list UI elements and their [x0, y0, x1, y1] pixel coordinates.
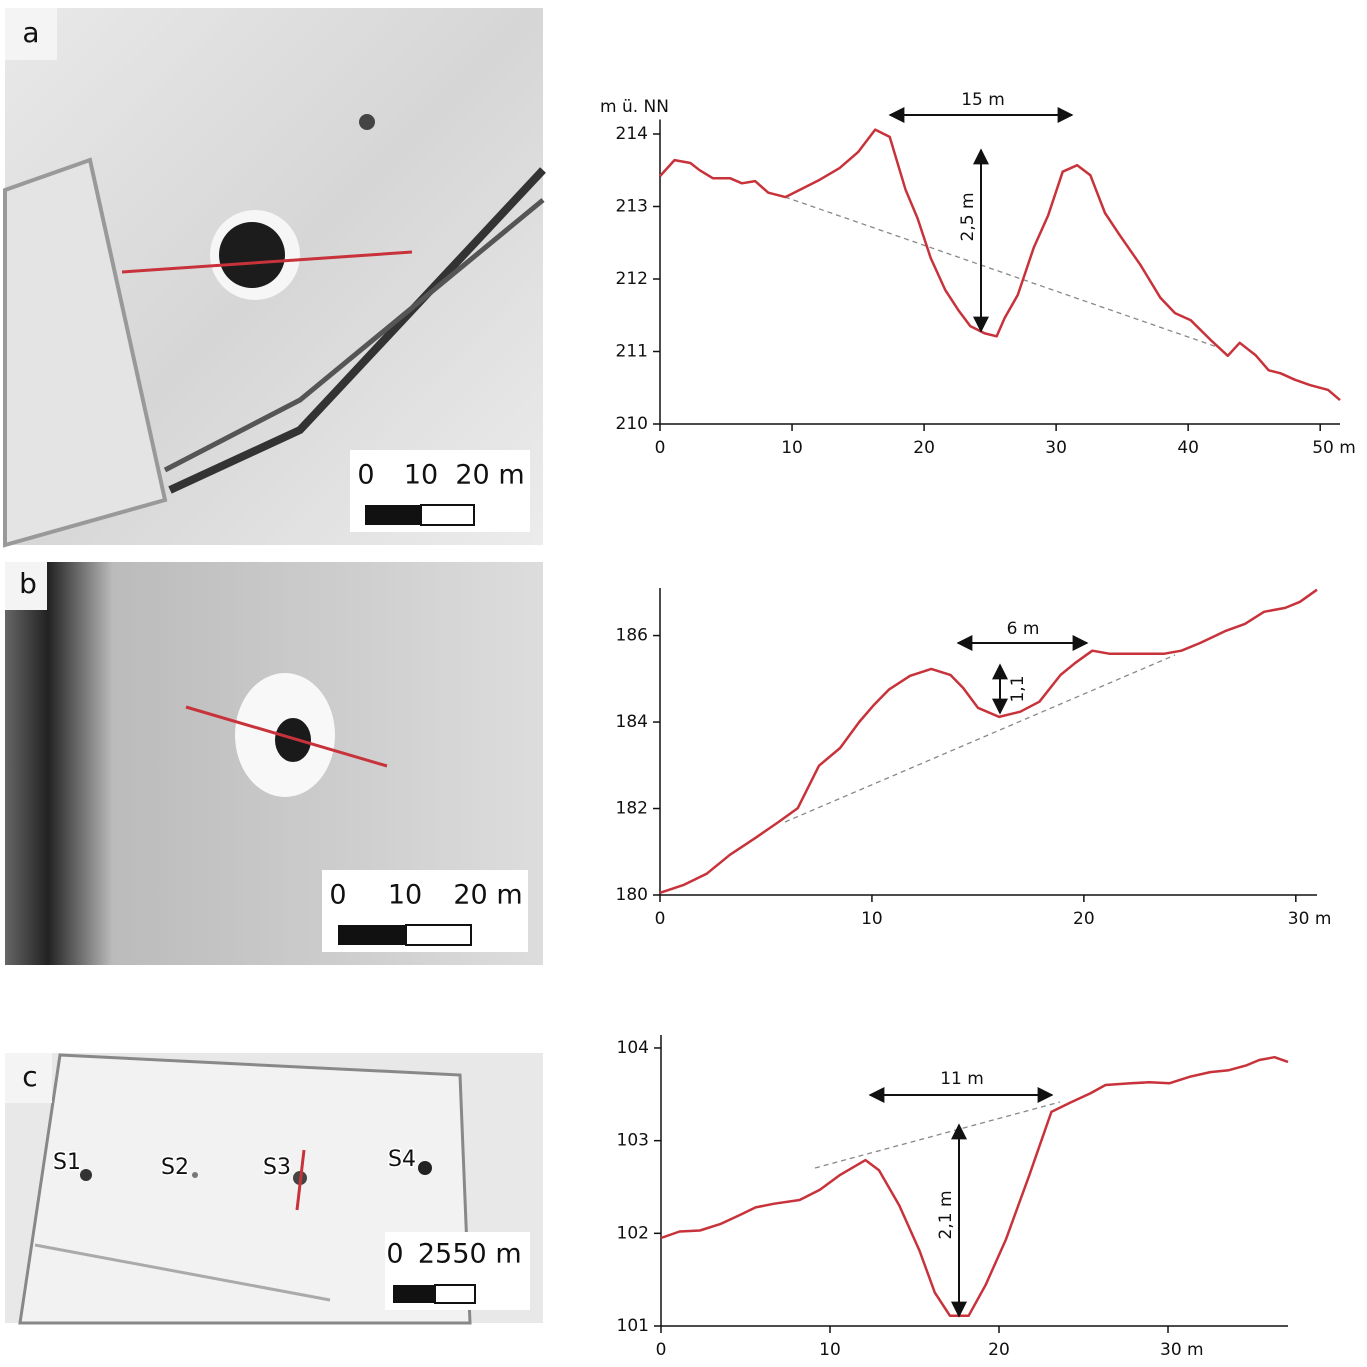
panel-label: b [19, 567, 37, 600]
x-tick-label: 10 [781, 438, 803, 458]
reference-line [785, 655, 1175, 822]
panel-label: c [22, 1060, 37, 1093]
x-tick-label: 10 [819, 1340, 841, 1360]
y-tick-label: 184 [616, 712, 648, 732]
scale-label: 20 m [455, 460, 524, 491]
y-tick-label: 213 [616, 197, 648, 217]
scale-label: 50 m [452, 1239, 521, 1270]
site-label: S4 [388, 1147, 416, 1172]
reference-line [815, 1102, 1060, 1168]
figure: a01020 mb01020 mc02550 mS1S2S3S421021121… [0, 0, 1367, 1367]
annotation: 11 m [940, 1069, 984, 1089]
x-tick-label: 30 m [1160, 1340, 1204, 1360]
profile-line [660, 130, 1340, 401]
x-tick-label: 20 [1073, 909, 1095, 929]
annotation: 2,5 m [958, 193, 978, 242]
y-tick-label: 180 [616, 885, 648, 905]
site-label: S2 [161, 1155, 189, 1180]
y-tick-label: 104 [617, 1038, 649, 1058]
y-tick-label: 214 [616, 124, 648, 144]
scale-label: 0 [329, 880, 346, 911]
y-tick-label: 103 [617, 1131, 649, 1151]
scale-label: 0 [386, 1239, 403, 1270]
x-tick-label: 30 [1045, 438, 1067, 458]
y-tick-label: 182 [616, 799, 648, 819]
y-tick-label: 186 [616, 626, 648, 646]
profile-line [660, 590, 1317, 893]
annotation: 1,1 [1008, 675, 1028, 702]
panel-label: a [22, 16, 39, 49]
scale-label: 0 [357, 460, 374, 491]
site-label: S3 [263, 1155, 291, 1180]
x-tick-label: 0 [655, 438, 666, 458]
scale-label: 10 [404, 460, 438, 491]
x-tick-label: 10 [861, 909, 883, 929]
x-tick-label: 50 m [1312, 438, 1356, 458]
x-tick-label: 20 [913, 438, 935, 458]
x-tick-label: 0 [656, 1340, 667, 1360]
y-tick-label: 102 [617, 1223, 649, 1243]
x-tick-label: 20 [988, 1340, 1010, 1360]
site-label: S1 [53, 1150, 81, 1175]
y-tick-label: 211 [616, 342, 648, 362]
scale-label: 10 [388, 880, 422, 911]
y-tick-label: 210 [616, 414, 648, 434]
annotation: 6 m [1007, 619, 1040, 639]
x-tick-label: 30 m [1288, 909, 1332, 929]
image-c [5, 1053, 543, 1323]
scale-label: 20 m [453, 880, 522, 911]
x-tick-label: 40 [1177, 438, 1199, 458]
scale-label: 25 [418, 1239, 452, 1270]
y-tick-label: 212 [616, 269, 648, 289]
annotation: 15 m [961, 90, 1005, 110]
y-tick-label: 101 [617, 1316, 649, 1336]
annotation: 2,1 m [936, 1191, 956, 1240]
y-axis-label: m ü. NN [600, 97, 669, 117]
x-tick-label: 0 [655, 909, 666, 929]
